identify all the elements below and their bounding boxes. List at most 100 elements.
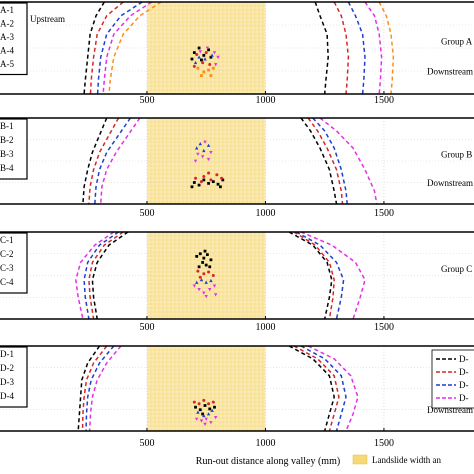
tick-label: 1500 <box>374 208 394 219</box>
point <box>200 155 205 159</box>
legend-entry: A-1 <box>0 5 14 15</box>
panels: 500 1000 1500 A-1 A-2 A-3 A-4 A-5 Upstream Group … <box>0 1 474 449</box>
band-fill <box>146 118 266 204</box>
point <box>199 278 204 282</box>
point <box>213 293 218 297</box>
point <box>206 157 211 162</box>
point <box>208 63 212 67</box>
left-boundary-D-4 <box>88 345 122 432</box>
point <box>194 405 197 409</box>
point <box>204 280 208 284</box>
point <box>202 291 206 295</box>
point <box>198 408 202 412</box>
left-boundary-B-3 <box>94 117 132 205</box>
point <box>213 405 216 409</box>
right-boundary-B-4 <box>319 117 378 205</box>
point <box>193 60 198 65</box>
point <box>202 53 206 57</box>
left-boundary-A-3 <box>96 1 143 95</box>
point <box>199 419 204 423</box>
point <box>198 275 202 279</box>
point <box>194 176 198 180</box>
point <box>212 51 217 55</box>
point <box>196 152 200 156</box>
deposit-points <box>192 398 218 426</box>
legend-entry: B-1 <box>0 121 14 131</box>
point <box>197 288 201 292</box>
landslide-band <box>146 232 266 319</box>
point <box>206 412 211 416</box>
point <box>200 74 203 77</box>
point <box>213 63 218 67</box>
point <box>209 278 213 283</box>
point <box>202 398 206 402</box>
left-boundary-D-2 <box>81 345 108 432</box>
point <box>192 181 196 184</box>
panel-legend: B-1 B-2 B-3 B-4 <box>0 118 28 180</box>
tick-label: 1500 <box>374 95 394 106</box>
point <box>211 180 215 184</box>
tick-label: 1000 <box>255 208 275 219</box>
point <box>198 142 202 146</box>
band-fill <box>146 232 266 319</box>
x-axis-label: Run-out distance along valley (mm) <box>196 456 340 467</box>
right-boundary-B-3 <box>312 117 348 205</box>
point <box>216 182 220 186</box>
point <box>195 280 199 284</box>
downstream-label: Downstream <box>427 405 473 415</box>
point <box>198 50 202 54</box>
point <box>201 61 205 65</box>
deposit-points <box>190 46 220 77</box>
left-boundary-B-4 <box>99 117 141 205</box>
point <box>192 51 196 54</box>
tick-label: 1500 <box>374 438 394 449</box>
point <box>196 66 200 70</box>
right-boundary-A-3 <box>347 1 366 95</box>
point <box>216 55 220 59</box>
series-legend-label: D- <box>459 393 469 403</box>
point <box>197 402 201 406</box>
point <box>202 148 206 153</box>
point <box>201 412 205 416</box>
point <box>210 53 214 57</box>
band-legend-swatch <box>352 454 368 465</box>
point <box>202 178 206 182</box>
point <box>204 51 208 55</box>
series-legend-label: D- <box>459 367 469 377</box>
point <box>209 55 213 59</box>
point <box>192 400 196 404</box>
point <box>198 252 202 256</box>
point <box>203 57 207 61</box>
left-boundary-B-2 <box>88 117 120 205</box>
point <box>204 263 208 267</box>
landslide-band <box>146 118 266 204</box>
point <box>211 274 215 277</box>
right-boundary-C-1 <box>288 231 333 320</box>
point <box>202 174 206 178</box>
point <box>201 261 205 264</box>
panel-legend: D-1 D-2 D-3 D-4 <box>0 346 28 408</box>
point <box>203 404 207 407</box>
tick-label: 500 <box>139 95 154 106</box>
point <box>197 55 201 59</box>
point <box>197 46 201 50</box>
legend-entry: B-2 <box>0 135 14 145</box>
right-boundary-D-1 <box>288 345 335 432</box>
tick-label: 500 <box>139 322 154 333</box>
point <box>207 68 210 72</box>
right-boundary-C-4 <box>300 231 366 320</box>
group-label: Group A <box>441 36 473 46</box>
point <box>196 269 200 273</box>
landslide-band <box>146 2 266 94</box>
point <box>212 284 217 288</box>
point <box>196 410 200 414</box>
point <box>195 146 199 150</box>
left-boundary-A-2 <box>89 1 124 95</box>
right-boundary-C-2 <box>293 231 335 320</box>
band-fill <box>146 346 266 431</box>
tick-label: 1000 <box>255 322 275 333</box>
point <box>207 402 211 406</box>
downstream-label: Downstream <box>427 178 473 188</box>
legend-entry: A-4 <box>0 46 14 56</box>
tick-label: 1000 <box>255 95 275 106</box>
